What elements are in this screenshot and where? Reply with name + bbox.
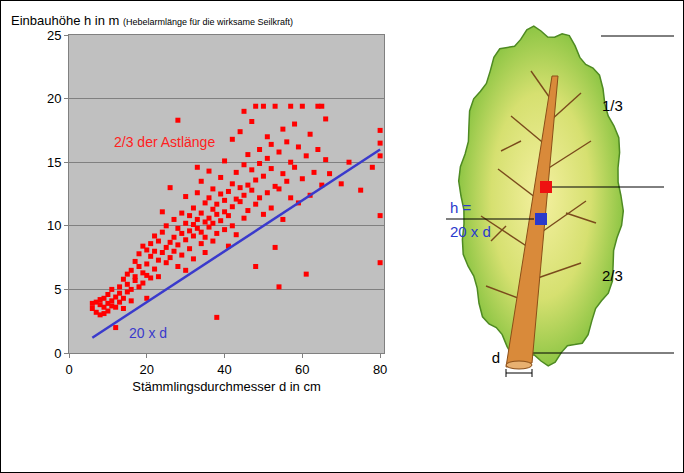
svg-text:Einbauhöhe h in m (Hebelarmlän: Einbauhöhe h in m (Hebelarmlänge für die…	[11, 13, 293, 28]
svg-text:20: 20	[47, 91, 61, 106]
svg-text:2/3 der Astlänge: 2/3 der Astlänge	[114, 134, 215, 150]
svg-text:0: 0	[54, 346, 61, 361]
svg-text:Stämmlingsdurchmesser d in cm: Stämmlingsdurchmesser d in cm	[132, 379, 321, 394]
svg-text:2/3: 2/3	[602, 267, 623, 284]
svg-text:0: 0	[65, 362, 72, 377]
svg-text:1/3: 1/3	[602, 97, 623, 114]
svg-text:10: 10	[47, 218, 61, 233]
svg-text:20 x d: 20 x d	[129, 325, 167, 341]
svg-text:20: 20	[140, 362, 154, 377]
svg-text:h =: h =	[450, 199, 472, 216]
svg-text:20 x d: 20 x d	[450, 223, 491, 240]
svg-text:60: 60	[295, 362, 309, 377]
svg-text:15: 15	[47, 155, 61, 170]
svg-text:40: 40	[217, 362, 231, 377]
svg-text:5: 5	[54, 282, 61, 297]
svg-text:80: 80	[373, 362, 387, 377]
svg-text:25: 25	[47, 28, 61, 43]
svg-text:d: d	[492, 349, 500, 366]
